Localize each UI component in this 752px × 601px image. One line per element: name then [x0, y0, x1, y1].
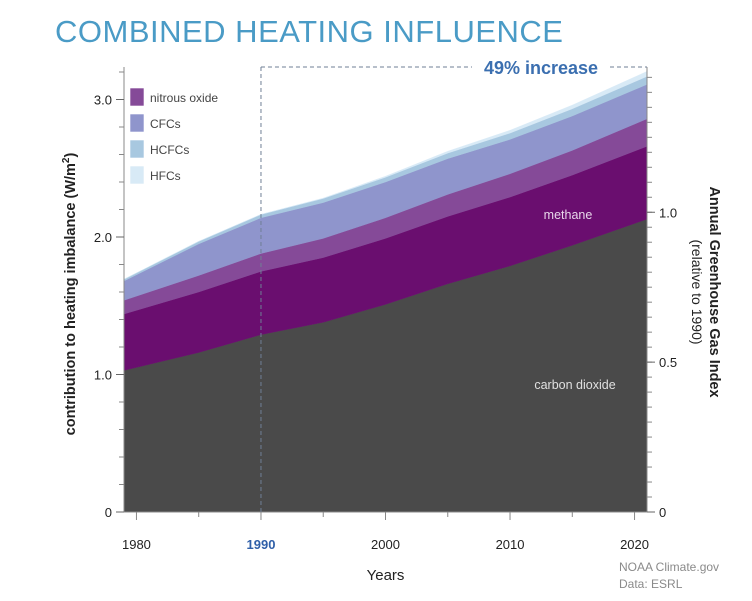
- area-layers: [123, 71, 648, 513]
- chart-labels: 49% increase nitrous oxide CFCs HCFCs HFCs ca…: [129, 58, 647, 512]
- credit-source: NOAA Climate.gov: [619, 560, 720, 574]
- series-label-carbon-dioxide: carbon dioxide: [534, 378, 615, 392]
- series-label-methane: methane: [544, 208, 593, 222]
- axes: 0 1.0 2.0 3.0 0 0.5 1.0 1980 1990 2000 2010 2020 Yea…: [61, 67, 722, 584]
- legend-entry: HFCs: [150, 169, 181, 183]
- legend-swatch: [129, 165, 145, 185]
- y-tick-label: 1.0: [94, 368, 112, 383]
- y2-tick-label: 1.0: [659, 205, 677, 220]
- x-tick-label: 2020: [620, 537, 649, 552]
- x-tick-label: 2000: [371, 537, 400, 552]
- y2-tick-label: 0.5: [659, 355, 677, 370]
- legend-swatch: [129, 139, 145, 159]
- y-tick-label: 3.0: [94, 93, 112, 108]
- x-tick-label: 1980: [122, 537, 151, 552]
- x-tick-label-highlight: 1990: [247, 537, 276, 552]
- x-axis-title: Years: [367, 567, 405, 584]
- y2-axis-title: Annual Greenhouse Gas Index: [706, 186, 722, 397]
- y2-tick-label: 0: [659, 505, 666, 520]
- y-tick-label: 0: [105, 505, 112, 520]
- legend-swatch: [129, 113, 145, 133]
- y-tick-label: 2.0: [94, 230, 112, 245]
- legend-entry: HCFCs: [150, 143, 189, 157]
- x-tick-label: 2010: [496, 537, 525, 552]
- chart-title: COMBINED HEATING INFLUENCE: [55, 14, 564, 49]
- legend-swatch: [129, 87, 145, 107]
- y2-axis-subtitle: (relative to 1990): [689, 239, 705, 344]
- annotation-label: 49% increase: [484, 58, 598, 78]
- credit-data: Data: ESRL: [619, 577, 683, 591]
- legend-entry: nitrous oxide: [150, 91, 218, 105]
- legend-entry: CFCs: [150, 117, 181, 131]
- y-axis-title: contribution to heating imbalance (W/m2): [61, 153, 79, 436]
